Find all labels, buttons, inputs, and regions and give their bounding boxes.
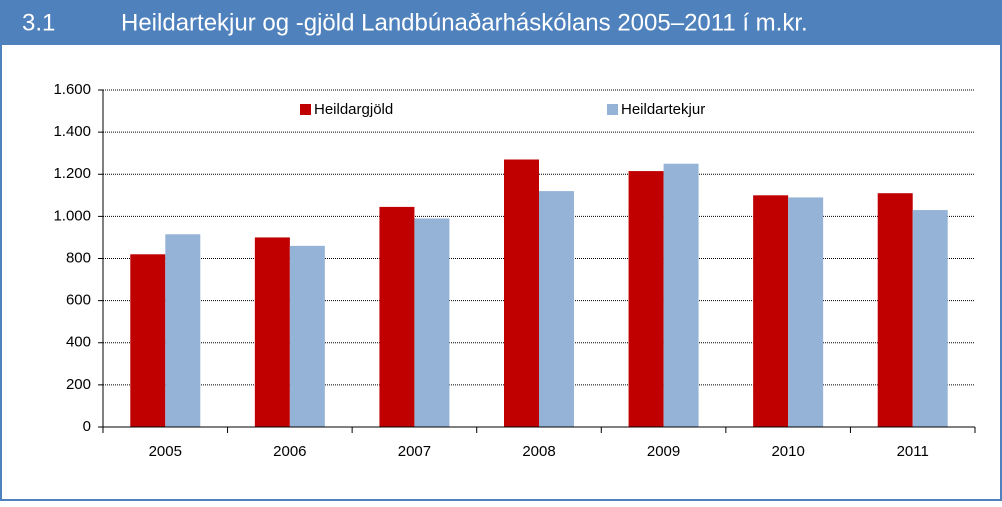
x-tick-label: 2008: [522, 443, 555, 460]
bar: [379, 206, 415, 427]
section-number: 3.1: [22, 9, 55, 36]
legend-swatch: [300, 104, 311, 115]
legend-label: Heildartekjur: [621, 101, 705, 118]
y-tick-label: 600: [66, 292, 91, 309]
y-tick-label: 0: [83, 418, 91, 435]
bar: [753, 195, 789, 427]
y-tick-label: 800: [66, 249, 91, 266]
y-tick-label: 1.000: [53, 207, 91, 224]
bar: [663, 163, 699, 427]
bar: [165, 234, 201, 427]
y-tick-label: 1.400: [53, 123, 91, 140]
bar: [254, 237, 290, 427]
x-tick-label: 2009: [647, 443, 680, 460]
x-tick-label: 2006: [273, 443, 306, 460]
chart-title: Heildartekjur og -gjöld Landbúnaðarháskó…: [121, 9, 808, 36]
bar: [504, 159, 539, 427]
y-tick-label: 1.600: [53, 81, 91, 98]
bar: [788, 197, 824, 427]
x-tick-label: 2005: [149, 443, 182, 460]
bar: [539, 191, 574, 427]
bar: [130, 254, 166, 427]
x-tick-label: 2011: [897, 443, 929, 460]
bar: [414, 218, 450, 427]
y-tick-label: 400: [66, 334, 91, 351]
bar: [877, 193, 913, 427]
x-tick-label: 2010: [771, 443, 804, 460]
y-tick-label: 200: [66, 376, 91, 393]
legend-label: Heildargjöld: [314, 101, 393, 118]
bar: [289, 245, 325, 427]
bar: [912, 210, 948, 427]
y-tick-label: 1.200: [53, 165, 91, 182]
header-bar: [0, 0, 1002, 45]
bar: [628, 171, 664, 427]
legend-swatch: [607, 104, 618, 115]
x-tick-label: 2007: [398, 443, 431, 460]
